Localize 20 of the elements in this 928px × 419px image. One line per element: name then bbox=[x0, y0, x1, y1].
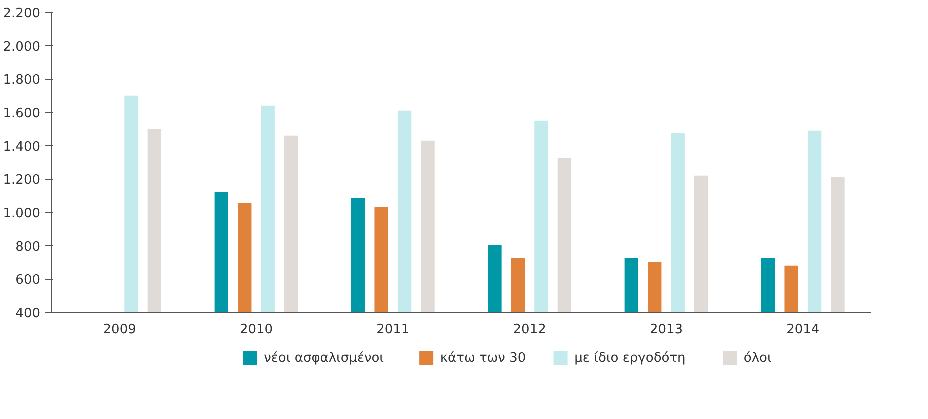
x-tick-label: 2013 bbox=[650, 322, 684, 338]
y-tick-label: 1.200 bbox=[3, 173, 40, 188]
y-tick-label: 1.600 bbox=[3, 106, 40, 122]
legend-label: κάτω των 30 bbox=[440, 351, 526, 366]
y-tick-label: 2.200 bbox=[3, 6, 40, 22]
x-tick-label: 2012 bbox=[513, 322, 546, 338]
y-tick-label: 400 bbox=[16, 306, 41, 322]
legend-label: όλοι bbox=[744, 351, 772, 366]
y-tick-label: 1.800 bbox=[3, 73, 40, 88]
y-tick-label: 1.400 bbox=[3, 140, 40, 155]
y-tick-label: 800 bbox=[16, 240, 41, 255]
x-tick-label: 2009 bbox=[103, 322, 136, 338]
x-tick-label: 2011 bbox=[376, 322, 410, 338]
legend-label: με ίδιο εργοδότη bbox=[574, 351, 686, 366]
x-tick-label: 2014 bbox=[786, 322, 820, 338]
x-tick-label: 2010 bbox=[240, 322, 274, 338]
y-tick-label: 2.000 bbox=[3, 40, 40, 55]
legend-label: νέοι ασφαλισμένοι bbox=[264, 351, 384, 366]
y-tick-label: 600 bbox=[16, 273, 41, 288]
y-tick-label: 1.000 bbox=[3, 206, 40, 222]
